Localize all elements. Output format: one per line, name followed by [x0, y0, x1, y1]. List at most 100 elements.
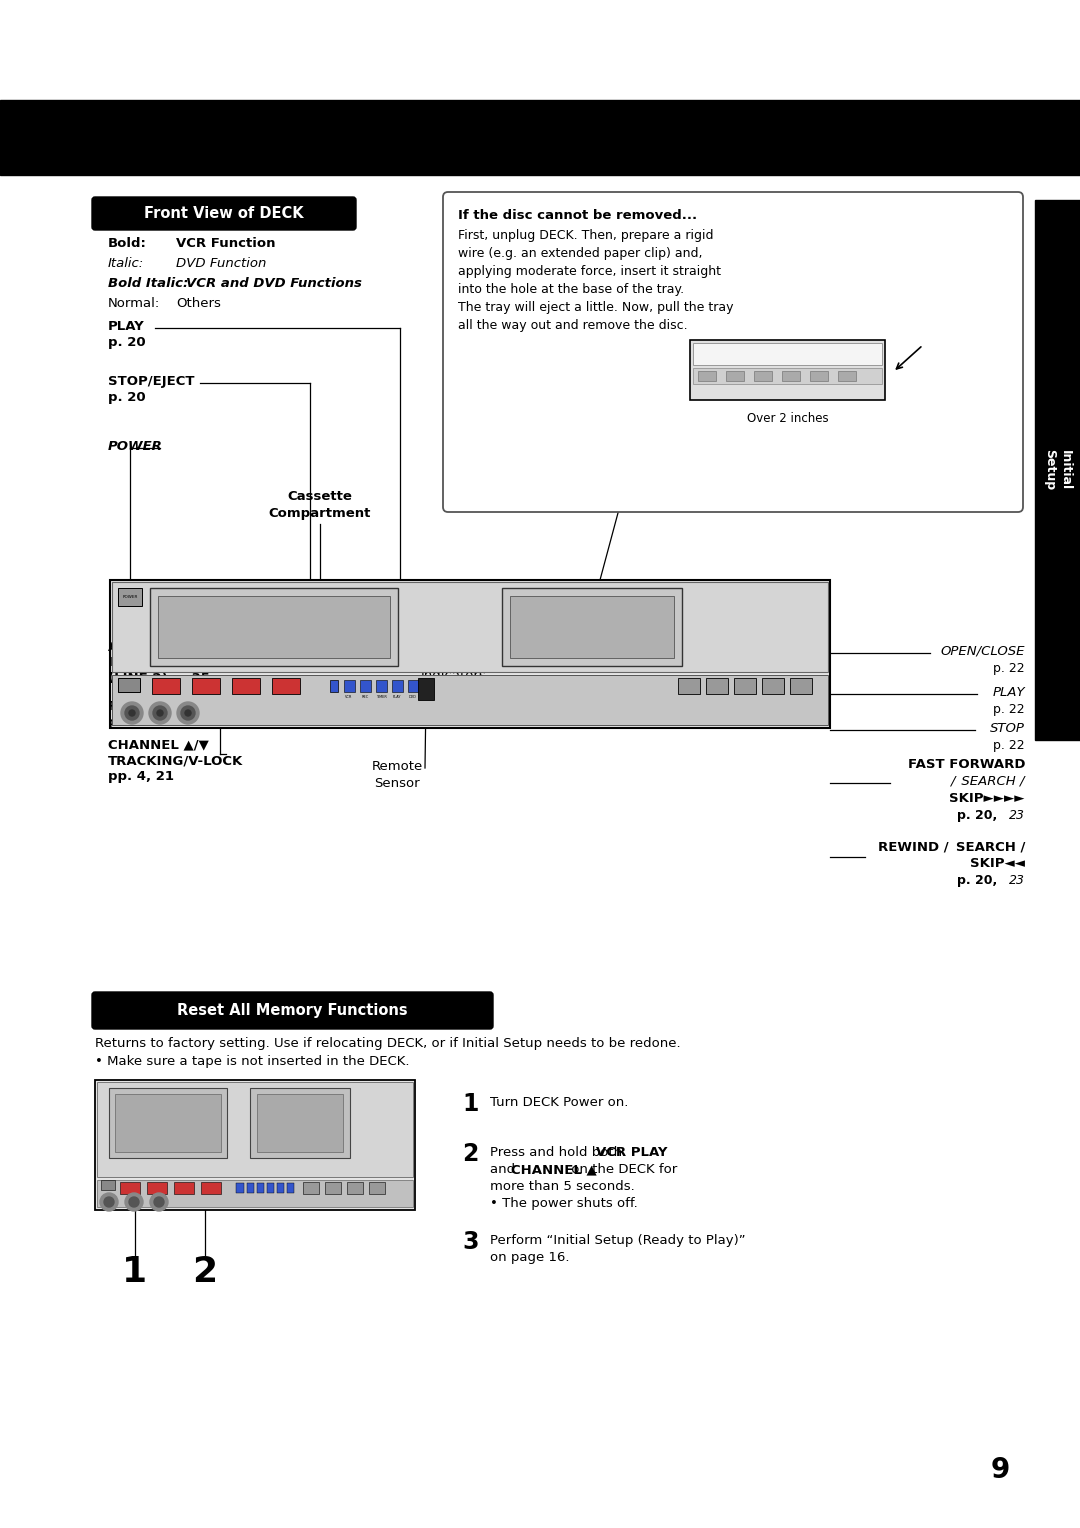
Bar [237, 1183, 244, 1193]
Bar [502, 588, 681, 666]
Text: PLAY: PLAY [393, 695, 402, 698]
Text: 2: 2 [462, 1141, 478, 1166]
Text: 3: 3 [462, 1230, 478, 1254]
Bar [408, 680, 419, 692]
Text: pp. 4, 21: pp. 4, 21 [108, 770, 174, 782]
Text: DVD Function: DVD Function [176, 257, 267, 270]
Text: Italic:: Italic: [108, 257, 145, 270]
Bar [152, 678, 180, 694]
Text: p. 22: p. 22 [994, 703, 1025, 717]
Text: /  SEARCH /: / SEARCH / [950, 775, 1025, 788]
Text: Returns to factory setting. Use if relocating DECK, or if Initial Setup needs to: Returns to factory setting. Use if reloc… [95, 1038, 680, 1050]
Text: on the DECK for: on the DECK for [567, 1163, 677, 1177]
Text: Disc Tray: Disc Tray [592, 481, 652, 495]
Bar [118, 678, 140, 692]
Text: 23: 23 [1009, 874, 1025, 886]
Bar [369, 1183, 384, 1193]
Bar [110, 581, 831, 727]
Bar [678, 678, 700, 694]
Text: Cassette: Cassette [287, 490, 352, 503]
Bar [0, 99, 1080, 176]
Text: STOP/EJECT: STOP/EJECT [108, 374, 194, 388]
Circle shape [154, 1196, 164, 1207]
Bar [112, 582, 828, 672]
Text: TIMER: TIMER [376, 695, 387, 698]
Text: (LINE 2) p. 35: (LINE 2) p. 35 [108, 672, 210, 685]
Text: First, unplug DECK. Then, prepare a rigid
wire (e.g. an extended paper clip) and: First, unplug DECK. Then, prepare a rigi… [458, 229, 733, 332]
Bar [201, 1183, 221, 1193]
Text: Audio/Video: Audio/Video [108, 640, 199, 652]
Text: more than 5 seconds.: more than 5 seconds. [490, 1180, 635, 1193]
Bar [114, 1094, 221, 1152]
Bar [690, 341, 885, 400]
Bar [192, 678, 220, 694]
Text: POWER: POWER [122, 594, 137, 599]
Circle shape [157, 711, 163, 717]
Bar [330, 680, 338, 692]
Bar [272, 678, 300, 694]
Bar [95, 1080, 415, 1210]
Bar [267, 1183, 274, 1193]
Circle shape [125, 706, 139, 720]
Text: Normal:: Normal: [108, 296, 160, 310]
Bar [345, 680, 355, 692]
Text: Initial
Setup: Initial Setup [1043, 449, 1072, 490]
Bar [287, 1183, 294, 1193]
Bar [158, 596, 390, 659]
Bar [97, 1180, 413, 1207]
Text: p. 22: p. 22 [994, 662, 1025, 675]
Text: PLAY: PLAY [993, 686, 1025, 698]
Bar [97, 1082, 413, 1177]
Bar [303, 1183, 319, 1193]
Text: REWIND /  SEARCH /: REWIND / SEARCH / [878, 840, 1025, 853]
FancyBboxPatch shape [92, 197, 356, 231]
Text: FAST FORWARD: FAST FORWARD [907, 758, 1025, 772]
Text: VCR and DVD Functions: VCR and DVD Functions [186, 277, 362, 290]
Bar [109, 1088, 227, 1158]
Text: VCR PLAY: VCR PLAY [596, 1146, 667, 1160]
Text: 2: 2 [192, 1254, 217, 1290]
Text: VCR: VCR [346, 695, 353, 698]
Bar [810, 371, 828, 380]
Text: Over 2 inches: Over 2 inches [746, 413, 828, 425]
Bar [118, 588, 141, 607]
Text: Bold:: Bold: [108, 237, 147, 251]
Text: 1: 1 [462, 1093, 478, 1115]
Text: p. 22: p. 22 [994, 740, 1025, 752]
Text: PLAY: PLAY [108, 319, 145, 333]
Bar [392, 680, 403, 692]
Circle shape [121, 701, 143, 724]
Text: p. 20,: p. 20, [957, 808, 997, 822]
Circle shape [177, 701, 199, 724]
Bar [376, 680, 387, 692]
Circle shape [149, 701, 171, 724]
Text: OPEN/CLOSE: OPEN/CLOSE [941, 645, 1025, 659]
Text: p. 20: p. 20 [108, 391, 146, 403]
Bar [754, 371, 772, 380]
Bar [782, 371, 800, 380]
Text: Indicators: Indicators [421, 669, 487, 681]
Bar [762, 678, 784, 694]
Circle shape [181, 706, 195, 720]
Bar [360, 680, 372, 692]
Bar [325, 1183, 341, 1193]
Bar [789, 678, 812, 694]
Bar [276, 1183, 284, 1193]
Bar [249, 1088, 350, 1158]
Text: 23: 23 [1009, 808, 1025, 822]
Text: If the disc cannot be removed...: If the disc cannot be removed... [458, 209, 697, 222]
Text: p. 20,: p. 20, [957, 874, 997, 886]
Text: Sensor: Sensor [374, 778, 420, 790]
Bar [174, 1183, 194, 1193]
Text: 9: 9 [990, 1456, 1010, 1484]
Bar [510, 596, 674, 659]
Text: Compartment: Compartment [269, 507, 372, 520]
Text: REC: REC [108, 700, 137, 714]
Text: SKIP◄◄: SKIP◄◄ [970, 857, 1025, 869]
Text: Press and hold both: Press and hold both [490, 1146, 626, 1160]
Text: • Make sure a tape is not inserted in the DECK.: • Make sure a tape is not inserted in th… [95, 1054, 409, 1068]
Bar [150, 588, 399, 666]
Bar [726, 371, 744, 380]
Text: POWER: POWER [108, 440, 163, 452]
Bar [706, 678, 728, 694]
